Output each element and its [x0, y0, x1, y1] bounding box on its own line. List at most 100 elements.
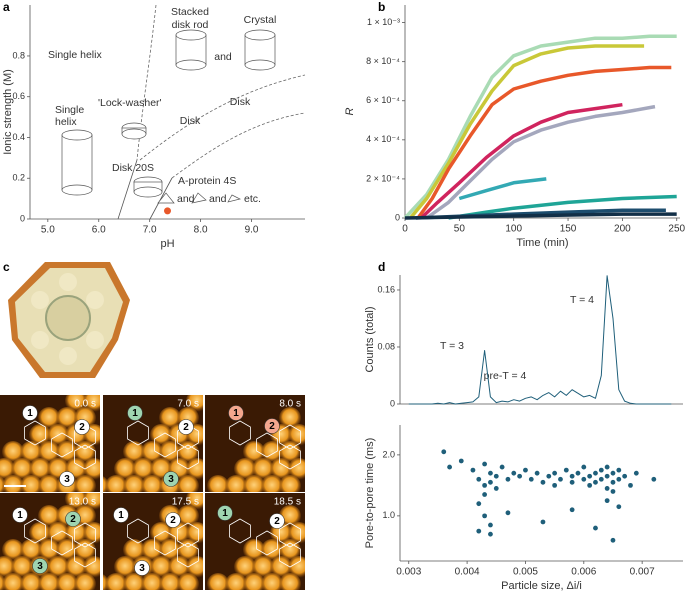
x-tick-label: 0.003	[396, 567, 421, 578]
data-point	[164, 207, 171, 215]
data-point	[581, 476, 587, 482]
particle	[270, 458, 292, 480]
x-tick-label: 0	[402, 224, 408, 235]
particle	[243, 441, 265, 463]
annotation: T = 4	[570, 294, 594, 306]
particle	[65, 522, 87, 544]
y-tick-label: 0.16	[377, 284, 395, 294]
data-point	[552, 470, 558, 476]
annotation: Crystal	[244, 14, 277, 26]
data-point	[633, 470, 639, 476]
data-point	[593, 525, 598, 531]
hexagon	[154, 432, 176, 458]
annotation: Single helix	[48, 49, 102, 61]
data-point	[546, 473, 552, 479]
data-point	[488, 522, 493, 528]
annotation: and	[209, 193, 227, 205]
particle	[38, 441, 60, 463]
data-point	[552, 482, 558, 488]
hexagon	[154, 530, 176, 556]
particle	[20, 539, 42, 561]
micrograph: 8.0 s 1 2	[205, 395, 305, 492]
y-tick-label: 4 × 10⁻⁴	[366, 134, 400, 144]
particle	[141, 441, 163, 463]
x-tick-label: 250	[668, 224, 685, 235]
label-circle	[163, 471, 179, 487]
particle	[38, 539, 60, 561]
x-tick-label: 7.0	[143, 225, 157, 236]
y-tick-label: 1.0	[382, 510, 395, 520]
x-tick-label: 0.004	[455, 567, 480, 578]
particle	[279, 539, 301, 561]
particle	[252, 556, 274, 578]
x-tick-label: 6.0	[92, 225, 106, 236]
label-circle	[32, 558, 48, 574]
data-point	[470, 467, 476, 473]
data-point	[604, 498, 610, 504]
data-point	[540, 479, 546, 485]
timestamp: 7.0 s	[177, 399, 199, 410]
data-point	[558, 476, 563, 482]
annotation: Disk	[230, 96, 251, 108]
data-point	[604, 473, 610, 479]
panel-label: c	[3, 260, 10, 274]
x-tick-label: 0.005	[513, 567, 538, 578]
data-point	[447, 464, 452, 470]
hexagon	[256, 530, 278, 556]
annotation: helix	[55, 116, 77, 128]
particle	[159, 573, 181, 590]
particle	[123, 573, 145, 590]
particle	[123, 441, 145, 463]
particle	[243, 573, 265, 590]
timestamp: 17.5 s	[172, 497, 199, 508]
data-point	[622, 473, 628, 479]
particle	[0, 458, 15, 480]
y-tick-label: 0.6	[12, 91, 25, 101]
data-point	[598, 467, 604, 473]
particle	[234, 458, 256, 480]
label-number: 1	[27, 408, 33, 419]
particle	[132, 458, 154, 480]
y-tick-label: 0.08	[377, 341, 395, 351]
label-number: 2	[274, 516, 280, 527]
annotation: Single	[55, 104, 84, 116]
x-axis-label: pH	[160, 238, 174, 250]
particle	[279, 475, 301, 492]
label-number: 2	[269, 421, 275, 432]
data-point	[534, 470, 540, 476]
y-axis-label: Counts (total)	[364, 306, 376, 372]
annotation: A-protein 4S	[178, 175, 236, 187]
label-number: 1	[132, 408, 138, 419]
label-circle	[228, 405, 244, 421]
particle	[141, 573, 163, 590]
hexagon	[279, 522, 301, 548]
data-point	[593, 479, 598, 485]
y-tick-label: 0.4	[12, 132, 25, 142]
particle	[2, 441, 24, 463]
annotation: disk rod	[172, 19, 209, 31]
data-point	[604, 486, 610, 491]
hexagon	[127, 518, 149, 544]
particle	[74, 573, 96, 590]
hexagon	[177, 522, 199, 548]
annotation: and	[177, 193, 195, 205]
label-number: 2	[183, 422, 189, 433]
y-tick-label: 2 × 10⁻⁴	[366, 173, 400, 183]
particle	[2, 475, 24, 492]
data-line	[409, 44, 645, 220]
x-tick-label: 5.0	[41, 225, 55, 236]
data-point	[593, 470, 598, 476]
hexagon	[24, 518, 46, 544]
particle	[74, 475, 96, 492]
annotation: Disk 20S	[112, 162, 154, 174]
y-tick-label: 6 × 10⁻⁴	[366, 95, 400, 105]
particle	[186, 556, 203, 578]
data-point	[482, 461, 488, 467]
annotation: Stacked	[171, 6, 209, 18]
data-line	[448, 194, 677, 220]
x-tick-label: 100	[505, 224, 522, 235]
data-point	[488, 531, 493, 537]
particle	[261, 475, 283, 492]
label-number: 2	[170, 515, 176, 526]
particle	[252, 458, 274, 480]
